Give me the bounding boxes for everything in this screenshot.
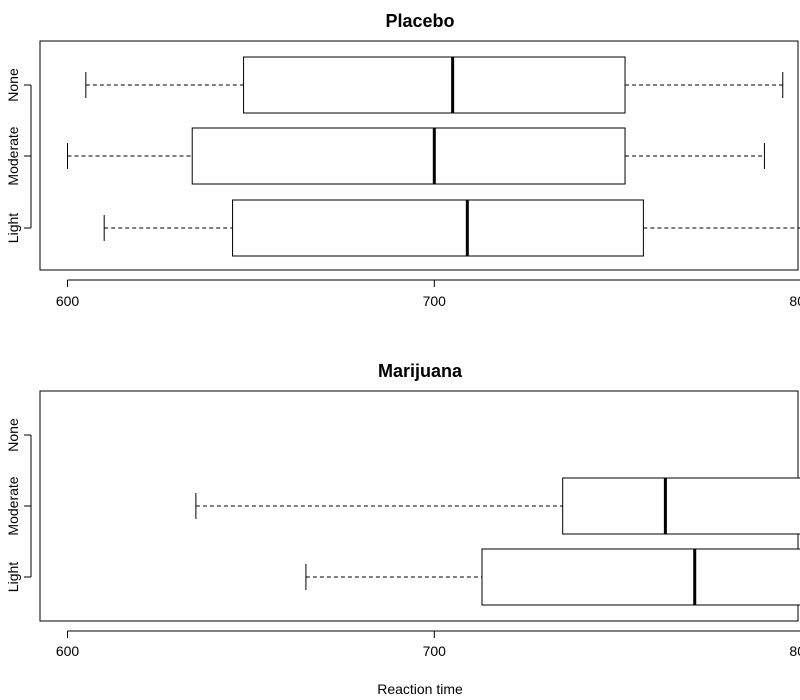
marijuana-panel: Marijuana600700800900LightModerateNoneRe… [5,361,800,697]
x-tick-label-600: 600 [56,293,80,309]
iqr-box [232,199,644,257]
y-tick-label-moderate: Moderate [5,126,21,185]
y-tick-label-none: None [5,418,21,452]
x-tick-label-600: 600 [56,643,80,659]
x-tick-label-700: 700 [423,293,447,309]
y-tick-label-moderate: Moderate [5,476,21,535]
marijuana-box-light [305,548,800,606]
panel-title: Marijuana [378,361,463,381]
x-axis-label: Reaction time [377,681,463,697]
iqr-box [243,56,626,114]
marijuana-box-moderate [195,477,800,535]
x-tick-label-700: 700 [423,643,447,659]
placebo-panel: Placebo600700800900LightModerateNone [5,11,800,309]
iqr-box [481,548,800,606]
iqr-box [191,127,626,185]
placebo-box-none [85,56,784,114]
placebo-box-light [103,199,800,257]
x-tick-label-800: 800 [789,643,800,659]
y-tick-label-light: Light [5,213,21,243]
y-tick-label-none: None [5,68,21,102]
x-tick-label-800: 800 [789,293,800,309]
placebo-box-moderate [67,127,765,185]
iqr-box [562,477,800,535]
y-tick-label-light: Light [5,562,21,592]
plot-frame [39,40,799,271]
panel-title: Placebo [385,11,454,31]
